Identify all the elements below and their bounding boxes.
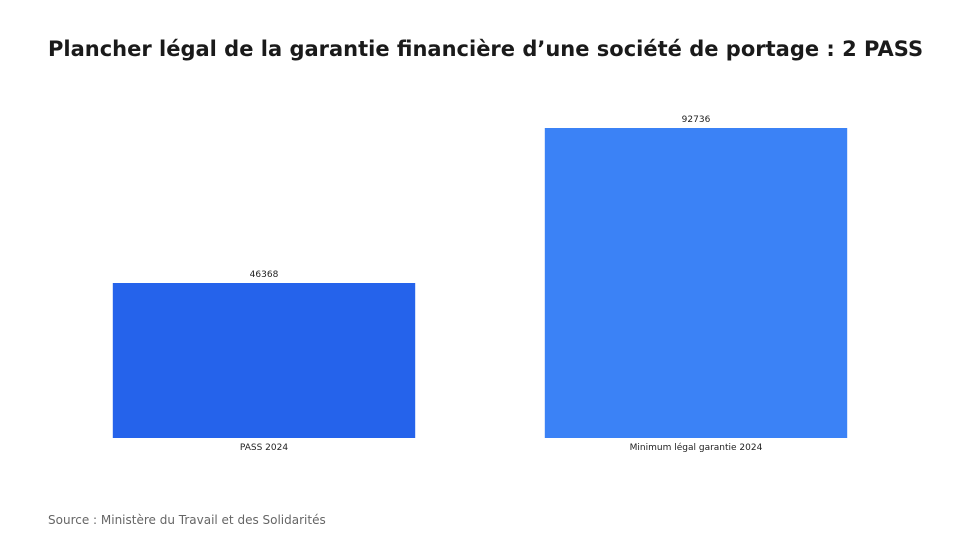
bar-2	[544, 128, 848, 438]
category-label-1: PASS 2024	[240, 443, 288, 453]
category-labels-group: PASS 2024 Minimum légal garantie 2024	[240, 442, 763, 453]
bars-group	[112, 128, 848, 438]
value-label-1: 46368	[250, 270, 279, 280]
value-labels-group: 46368 92736	[250, 115, 711, 280]
source-note: Source : Ministère du Travail et des Sol…	[48, 513, 326, 527]
category-label-2: Minimum légal garantie 2024	[630, 442, 763, 453]
bar-1	[112, 283, 416, 438]
chart-title: Plancher légal de la garantie financière…	[48, 37, 924, 61]
value-label-2: 92736	[682, 115, 711, 125]
